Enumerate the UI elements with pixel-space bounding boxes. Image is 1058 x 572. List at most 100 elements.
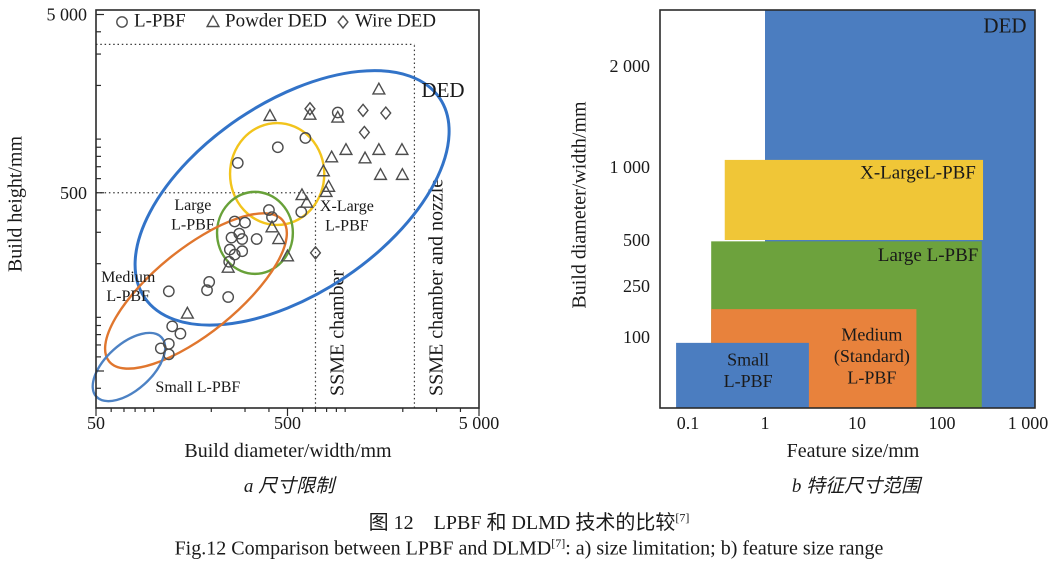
x-tick-label: 0.1 [677,413,700,433]
y-tick-label: 250 [623,276,650,296]
marker-triangle [205,14,221,28]
marker-circle [236,245,249,258]
marker-circle [299,132,312,144]
marker-diamond [337,14,349,30]
axis-tick-labels: 0.1 1 10 100 1 000 100 250 500 1 000 2 000 [610,56,1049,433]
bar-x-large-l-pbf [724,159,984,241]
x-tick-label: 1 000 [1008,413,1049,433]
technology-regions: DED X-Large L-PBF Large L-PBF Medium L-PBF Smal… [91,69,465,403]
bar-label: DED [983,14,1026,38]
region-ellipse-medium-l-pbf [103,212,289,370]
y-tick-label: 100 [623,327,650,347]
marker-triangle [280,248,295,262]
region-label: X-Large L-PBF [320,198,374,234]
bar-label: Medium (Standard) L-PBF [834,325,910,388]
panel-b-y-axis-label: Build diameter/width/mm [568,101,591,309]
legend-label: Powder DED [225,10,327,31]
marker-triangle [373,167,388,181]
panel-b-feature-size-range: DED X-LargeL-PBF Large L-PBF Medium (Standar… [610,9,1049,433]
region-label: DED [421,78,464,102]
marker-triangle [294,187,310,201]
marker-triangle [271,231,286,245]
marker-diamond [357,103,369,118]
x-tick-label: 10 [848,413,866,433]
marker-diamond [358,125,371,140]
marker-circle [162,285,175,298]
panel-b-subcaption: b 特征尺寸范围 [791,476,921,497]
region-ellipse-x-large-l-pbf [228,121,326,227]
caption-english-post: : a) size limitation; b) feature size ra… [565,537,884,560]
marker-circle [250,233,263,245]
series-l-pbf [154,106,344,361]
marker-circle [154,342,167,355]
caption-english-pre: Fig.12 Comparison between LPBF and DLMD [174,537,552,560]
caption-chinese: 图 12 LPBF 和 DLMD 技术的比较[7] [0,506,1058,535]
marker-triangle [371,142,386,156]
region-label: Large L-PBF [171,197,215,233]
region-ellipse-large-l-pbf [215,190,295,276]
marker-diamond [309,245,322,260]
marker-triangle [357,150,373,164]
x-tick-label: 100 [929,413,956,433]
bar-label: Large L-PBF [878,245,978,266]
marker-circle [295,206,308,218]
marker-circle [116,16,128,28]
legend-label: Wire DED [355,10,436,31]
marker-circle [223,255,236,268]
bar-small-l-pbf [676,342,809,408]
figure-plots: SSME chamber SSME chamber and nozzle DED X-… [47,5,1049,433]
x-tick-label: 5 000 [459,413,500,433]
marker-circle [231,157,244,169]
ssme-ref-label: SSME chamber and nozzle [425,179,447,396]
caption-english-ref: [7] [551,536,566,550]
series-powder-ded [180,81,410,319]
panel-b-x-axis-label: Feature size/mm [786,440,920,462]
x-tick-label: 50 [87,413,105,433]
legend: L-PBF Powder DED Wire DED [116,10,436,31]
marker-diamond [304,101,316,116]
marker-circle [166,320,179,333]
y-tick-label: 5 000 [47,5,88,25]
y-tick-label: 2 000 [610,56,651,76]
marker-triangle [299,194,314,208]
marker-circle [236,233,249,245]
marker-circle [203,276,216,288]
region-ellipse-ded [133,69,451,327]
marker-triangle [180,305,195,319]
panel-a-subcaption: a 尺寸限制 [243,476,335,497]
marker-triangle [302,107,318,120]
caption-chinese-ref: [7] [675,510,690,525]
y-tick-label: 500 [623,230,650,250]
marker-triangle [395,167,410,181]
series-wire-ded [304,101,392,260]
marker-circle [174,327,187,340]
marker-triangle [221,260,236,273]
range-bars [676,10,1035,408]
marker-triangle [330,109,345,123]
panel-a-size-limitation: SSME chamber SSME chamber and nozzle DED X-… [47,5,500,433]
x-tick-label: 500 [274,413,301,433]
plot-frame [95,9,480,409]
marker-circle [162,348,175,361]
bar-label: Small L-PBF [724,350,773,391]
marker-diamond [379,105,392,121]
marker-triangle [394,142,410,156]
caption-english: Fig.12 Comparison between LPBF and DLMD[… [0,536,1058,561]
marker-circle [239,216,251,229]
y-tick-label: 1 000 [610,157,651,177]
panel-a-y-axis-label: Build height/mm [4,135,27,273]
panel-a-x-axis-label: Build diameter/width/mm [184,440,392,462]
region-label: Small L-PBF [155,379,240,396]
axis-ticks: 50 500 5 000 500 5 000 [47,5,500,433]
marker-triangle [262,108,278,122]
bar-label: X-LargeL-PBF [860,162,976,183]
marker-circle [222,291,235,303]
plot-frame [659,9,1036,409]
ssme-reference-lines: SSME chamber SSME chamber and nozzle [96,43,447,408]
marker-circle [201,284,213,297]
marker-triangle [316,163,331,177]
ssme-ref-label: SSME chamber [326,270,348,396]
x-tick-label: 1 [761,413,770,433]
marker-circle [271,141,284,154]
